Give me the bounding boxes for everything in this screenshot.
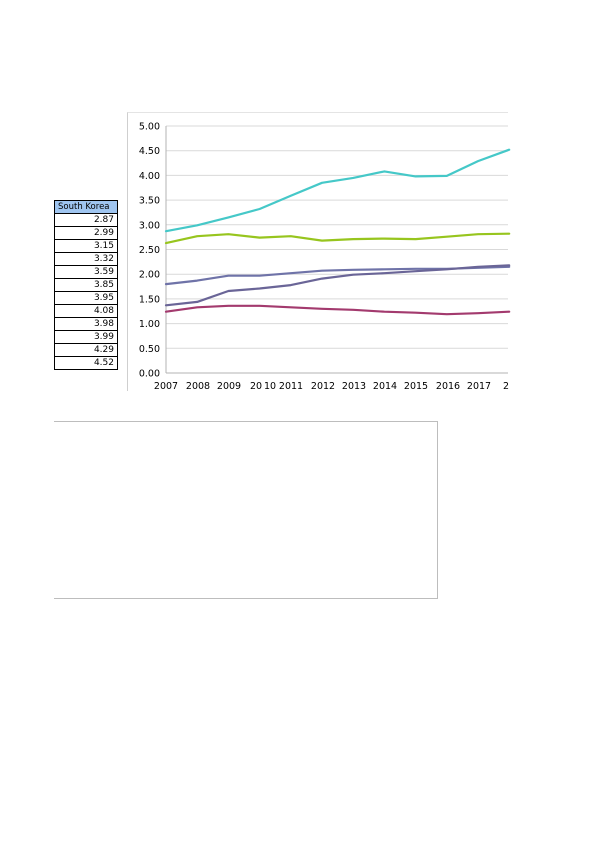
x-tick-label: 20 — [250, 381, 262, 392]
table-cell: 4.29 — [54, 343, 118, 357]
x-tick-label: 10 — [264, 381, 276, 392]
table-row: 3.15 — [54, 239, 118, 253]
table-cell: 4.52 — [54, 356, 118, 370]
table-cell: 3.99 — [54, 330, 118, 344]
table-header-cell: South Korea — [54, 200, 118, 214]
series-line-4 — [164, 264, 511, 307]
table-row: 3.95 — [54, 291, 118, 305]
table-row: 2.87 — [54, 213, 118, 227]
table-row: 3.99 — [54, 330, 118, 344]
table-cell: 3.15 — [54, 239, 118, 253]
table-cell: 3.59 — [54, 265, 118, 279]
table-cell: 2.87 — [54, 213, 118, 227]
y-tick-label: 0.00 — [139, 369, 160, 380]
y-tick-label: 1.50 — [139, 294, 160, 305]
x-tick-label: 2014 — [373, 381, 397, 392]
y-tick-label: 3.00 — [139, 220, 160, 231]
y-tick-label: 4.50 — [139, 146, 160, 157]
y-tick-label: 2.00 — [139, 270, 160, 281]
x-tick-label: 2011 — [279, 381, 303, 392]
table-row: 2.99 — [54, 226, 118, 240]
table-row: 3.85 — [54, 278, 118, 292]
data-table: South Korea 2.87 2.99 3.15 3.32 3.59 3.85 3.95 4… — [54, 200, 118, 370]
empty-chart-frame — [54, 421, 438, 599]
y-tick-label: 4.00 — [139, 171, 160, 182]
table-cell: 3.32 — [54, 252, 118, 266]
table-row: 4.52 — [54, 356, 118, 370]
table-row: 4.29 — [54, 343, 118, 357]
table-cell: 3.98 — [54, 317, 118, 331]
series-line-5 — [164, 304, 511, 316]
x-tick-label: 2008 — [186, 381, 210, 392]
x-tick-label: 2007 — [154, 381, 178, 392]
x-tick-label: 2015 — [404, 381, 428, 392]
x-tick-label: 2012 — [311, 381, 335, 392]
x-tick-label: 2009 — [217, 381, 241, 392]
series-line-2 — [164, 232, 511, 245]
table-cell: 3.85 — [54, 278, 118, 292]
y-tick-label: 0.50 — [139, 344, 160, 355]
line-chart: 5.00 4.50 4.00 3.50 3.00 2.50 2.00 1.50 1.00 0.50… — [139, 122, 511, 392]
x-tick-label: 2013 — [342, 381, 366, 392]
x-tick-label: 2017 — [467, 381, 491, 392]
chart-area: 5.00 4.50 4.00 3.50 3.00 2.50 2.00 1.50 1.00 0.50… — [127, 112, 511, 392]
table-row: 3.32 — [54, 252, 118, 266]
table-row: 3.59 — [54, 265, 118, 279]
y-tick-label: 3.50 — [139, 196, 160, 207]
y-tick-label: 2.50 — [139, 245, 160, 256]
x-tick-label: 2016 — [436, 381, 460, 392]
table-cell: 2.99 — [54, 226, 118, 240]
y-tick-label: 5.00 — [139, 122, 160, 133]
table-row: 4.08 — [54, 304, 118, 318]
table-cell: 4.08 — [54, 304, 118, 318]
x-tick-label: 2 — [503, 381, 509, 392]
table-cell: 3.95 — [54, 291, 118, 305]
series-line-1 — [164, 148, 511, 233]
table-row: 3.98 — [54, 317, 118, 331]
y-tick-label: 1.00 — [139, 319, 160, 330]
